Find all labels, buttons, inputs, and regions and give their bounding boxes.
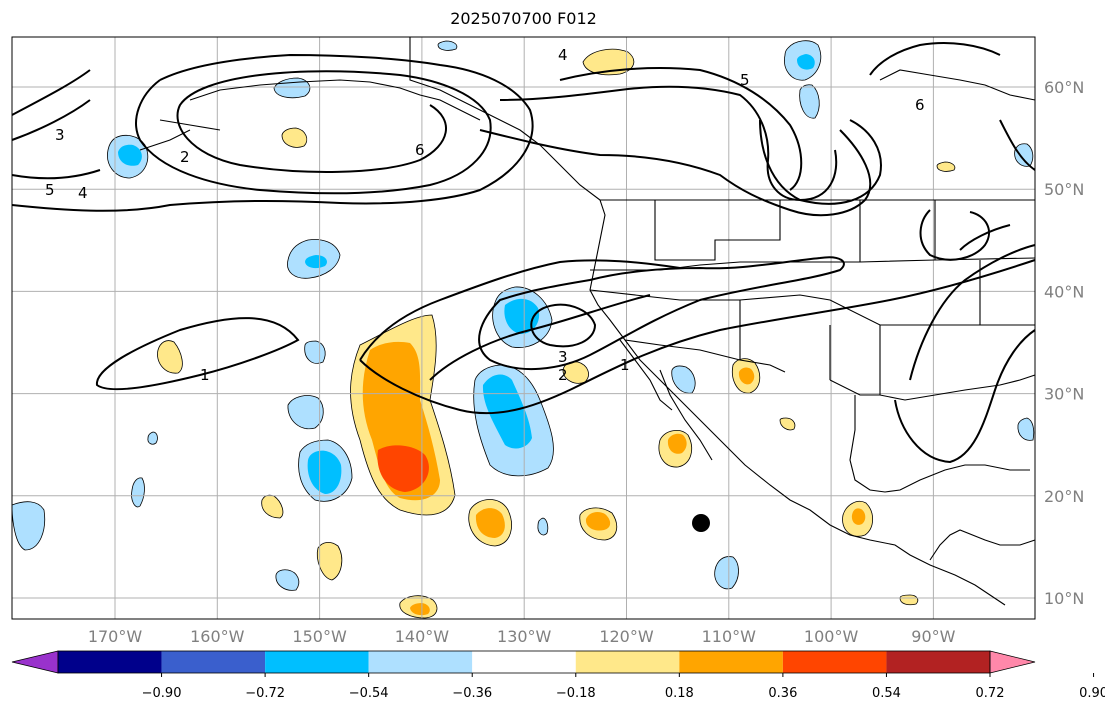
contour-label: 2 bbox=[558, 366, 568, 384]
contour-label: 4 bbox=[78, 184, 88, 202]
contour-label: 6 bbox=[915, 96, 925, 114]
lon-tick-label: 140°W bbox=[395, 627, 450, 646]
map-title: 2025070700 F012 bbox=[450, 9, 597, 28]
lon-tick-label: 130°W bbox=[497, 627, 552, 646]
lon-tick-label: 110°W bbox=[702, 627, 757, 646]
colorbar-tick-label: 0.72 bbox=[976, 686, 1005, 701]
lat-tick-label: 10°N bbox=[1044, 589, 1084, 608]
colorbar-swatch bbox=[368, 651, 473, 673]
colorbar-tick-label: 0.90 bbox=[1079, 686, 1105, 701]
colorbar-tick-label: 0.54 bbox=[872, 686, 901, 701]
contour-label: 6 bbox=[415, 141, 425, 159]
colorbar-tick-label: −0.18 bbox=[556, 686, 596, 701]
lon-tick-label: 160°W bbox=[190, 627, 245, 646]
contour-label: 3 bbox=[55, 126, 65, 144]
colorbar-swatch bbox=[886, 651, 990, 673]
colorbar-swatch bbox=[575, 651, 680, 673]
contour-label: 5 bbox=[740, 71, 750, 89]
lat-tick-label: 20°N bbox=[1044, 487, 1084, 506]
colorbar-tick-label: −0.72 bbox=[245, 686, 285, 701]
contour-label: 5 bbox=[45, 181, 55, 199]
colorbar-swatch bbox=[265, 651, 369, 673]
colorbar-swatch bbox=[472, 651, 576, 673]
lon-tick-label: 150°W bbox=[292, 627, 347, 646]
cool-anomaly-fills bbox=[11, 40, 1035, 591]
lat-tick-label: 50°N bbox=[1044, 180, 1084, 199]
colorbar-tick-label: 0.36 bbox=[768, 686, 797, 701]
colorbar-tick-label: −0.54 bbox=[349, 686, 389, 701]
lon-tick-label: 100°W bbox=[804, 627, 859, 646]
graticule bbox=[12, 37, 1035, 619]
colorbar-frame bbox=[57, 650, 991, 674]
contour-lines bbox=[11, 42, 1036, 464]
colorbar-tick-label: 0.18 bbox=[665, 686, 694, 701]
colorbar bbox=[11, 650, 1036, 674]
lat-tick-label: 30°N bbox=[1044, 385, 1084, 404]
longitude-labels: 170°W 160°W 150°W 140°W 130°W 120°W 110°W 100°W… bbox=[88, 627, 956, 646]
colorbar-tick-label: −0.90 bbox=[142, 686, 182, 701]
colorbar-tick-label: −0.36 bbox=[452, 686, 492, 701]
lon-tick-label: 170°W bbox=[88, 627, 143, 646]
lat-tick-label: 40°N bbox=[1044, 282, 1084, 301]
contour-label: 2 bbox=[180, 148, 190, 166]
colorbar-max-extend bbox=[989, 650, 1036, 674]
colorbar-min-extend bbox=[11, 650, 59, 674]
lon-tick-label: 90°W bbox=[911, 627, 955, 646]
contour-label: 3 bbox=[558, 348, 568, 366]
warm-anomaly-fills bbox=[157, 48, 956, 619]
lon-tick-label: 120°W bbox=[599, 627, 654, 646]
contour-label: 4 bbox=[558, 46, 568, 64]
coastlines bbox=[139, 37, 1036, 606]
colorbar-swatch bbox=[782, 651, 887, 673]
contour-label-group: 1 2 3 4 5 6 1 2 3 4 5 6 bbox=[45, 46, 925, 384]
latitude-labels: 60°N 50°N 40°N 30°N 20°N 10°N bbox=[1044, 78, 1084, 608]
colorbar-swatch bbox=[161, 651, 266, 673]
colorbar-labels: −0.90 −0.72 −0.54 −0.36 −0.18 0.18 0.36 0.54 0.7… bbox=[142, 673, 1105, 701]
lat-tick-label: 60°N bbox=[1044, 78, 1084, 97]
plot-frame bbox=[11, 36, 1036, 620]
colorbar-swatch bbox=[679, 651, 783, 673]
contour-label: 1 bbox=[620, 356, 630, 374]
contour-label: 1 bbox=[200, 366, 210, 384]
storm-center-marker bbox=[692, 514, 710, 532]
colorbar-swatch bbox=[58, 651, 162, 673]
